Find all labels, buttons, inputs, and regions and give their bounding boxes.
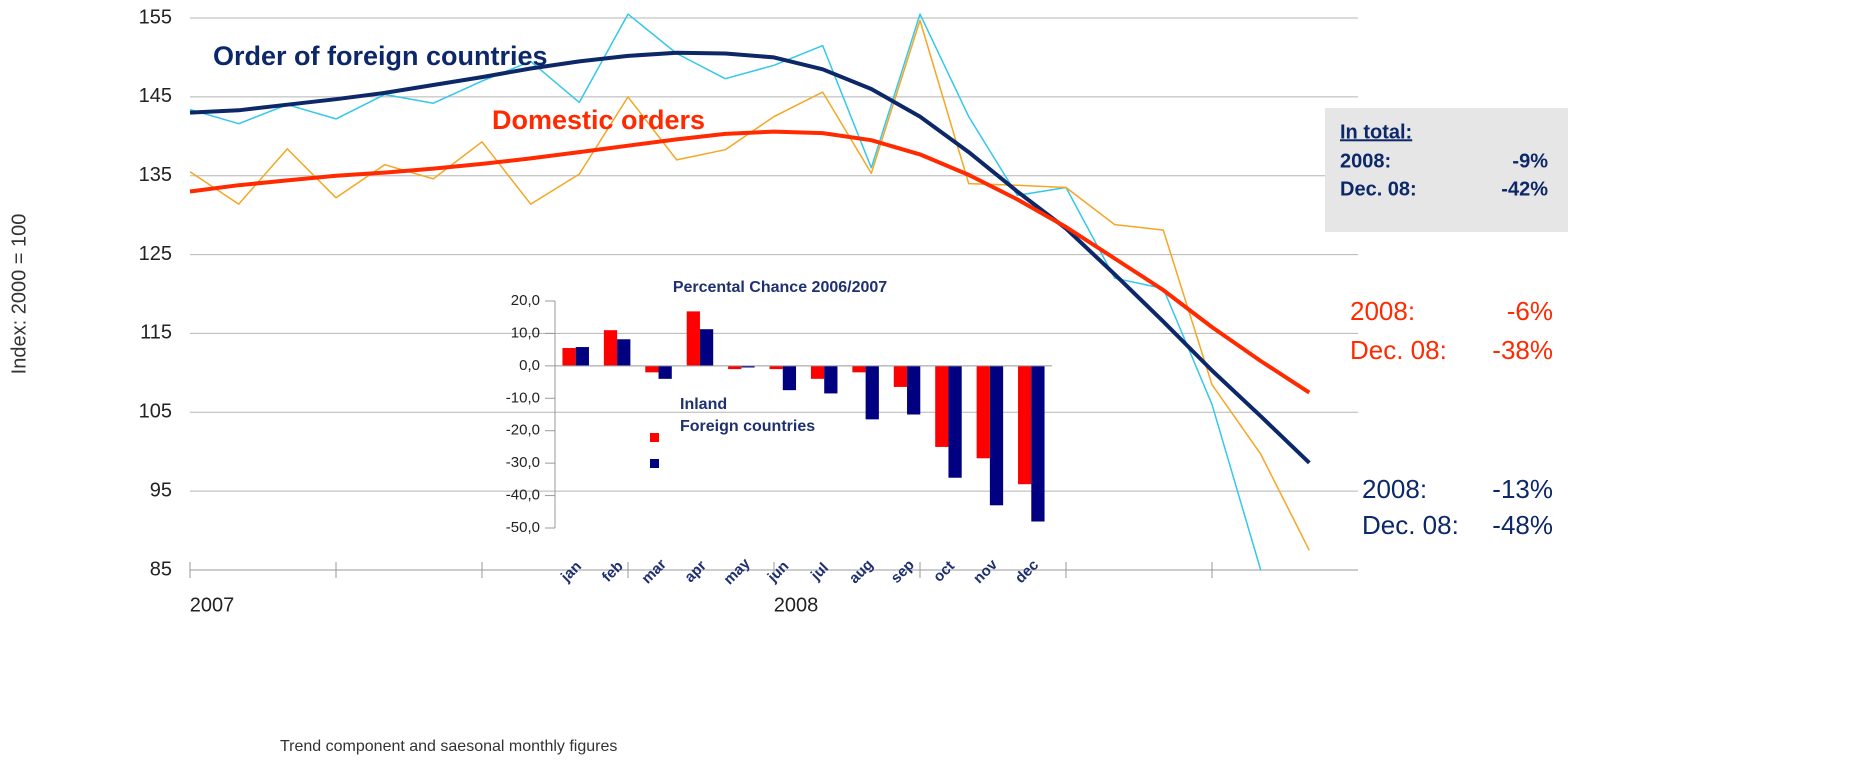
bar xyxy=(948,365,962,478)
bar xyxy=(852,365,866,373)
annotation-label: Dec. 08: xyxy=(1362,510,1459,540)
inset-y-tick-label: -10,0 xyxy=(506,389,540,406)
bar xyxy=(865,365,879,420)
total-box xyxy=(1325,108,1568,232)
legend-label: Foreign countries xyxy=(680,418,815,435)
inset-y-tick-label: -50,0 xyxy=(506,519,540,536)
y-tick-label: 85 xyxy=(150,558,172,580)
bar xyxy=(575,347,589,366)
x-tick-label: 2007 xyxy=(190,594,235,616)
bar xyxy=(810,365,825,379)
bar xyxy=(658,365,672,379)
legend-label: Inland xyxy=(680,396,727,413)
bar xyxy=(741,365,755,368)
bar xyxy=(617,339,631,366)
total-box-label: 2008: xyxy=(1340,150,1391,172)
total-box-value: -9% xyxy=(1512,150,1548,172)
inset-x-tick-label: aug xyxy=(846,556,877,587)
inset-x-tick-label: apr xyxy=(681,557,710,586)
bar xyxy=(769,365,783,370)
note: Trend component and saesonal monthly fig… xyxy=(280,738,617,755)
bar xyxy=(976,365,990,459)
bar xyxy=(645,365,659,373)
annotation-value: -38% xyxy=(1492,335,1553,365)
y-tick-label: 145 xyxy=(139,85,172,107)
bar xyxy=(907,365,921,415)
x-tick-label: 2008 xyxy=(774,594,819,616)
total-box-value: -42% xyxy=(1501,178,1548,200)
bar xyxy=(989,365,1004,506)
bar xyxy=(699,329,714,366)
inset-title: Percental Chance 2006/2007 xyxy=(673,279,887,296)
inset-y-tick-label: 20,0 xyxy=(511,292,540,309)
legend-swatch xyxy=(650,433,659,442)
inset-x-tick-label: sep xyxy=(888,556,918,586)
bar xyxy=(1031,365,1045,522)
y-tick-label: 155 xyxy=(139,6,172,28)
y-axis-label: Index: 2000 = 100 xyxy=(8,214,30,375)
bar xyxy=(782,365,797,391)
bar xyxy=(728,365,742,370)
inset-x-tick-label: may xyxy=(720,555,754,589)
y-tick-label: 95 xyxy=(150,479,172,501)
annotation-label: Dec. 08: xyxy=(1350,335,1447,365)
bar xyxy=(824,365,838,394)
bar xyxy=(1018,365,1032,485)
annotation-value: -13% xyxy=(1492,474,1553,504)
series-label: Order of foreign countries xyxy=(213,41,548,71)
annotation-value: -48% xyxy=(1492,510,1553,540)
inset-x-tick-label: nov xyxy=(970,556,1001,587)
inset-x-tick-label: dec xyxy=(1012,556,1042,586)
annotation-value: -6% xyxy=(1507,296,1553,326)
inset-x-tick-label: jul xyxy=(807,559,832,584)
inset-y-tick-label: -20,0 xyxy=(506,422,540,439)
total-box-label: Dec. 08: xyxy=(1340,178,1417,200)
inset-x-tick-label: jan xyxy=(557,558,585,586)
y-tick-label: 105 xyxy=(139,401,172,423)
series-line xyxy=(189,129,1311,395)
annotation-label: 2008: xyxy=(1350,296,1415,326)
inset-x-tick-label: mar xyxy=(638,556,670,588)
series-label: Domestic orders xyxy=(492,105,705,135)
y-tick-label: 125 xyxy=(139,243,172,265)
inset-y-tick-label: 10,0 xyxy=(511,324,540,341)
inset-y-tick-label: -40,0 xyxy=(506,487,540,504)
legend-swatch xyxy=(650,459,659,468)
plot-area xyxy=(189,13,1311,571)
inset-x-tick-label: oct xyxy=(930,558,958,586)
y-tick-label: 135 xyxy=(139,164,172,186)
bar xyxy=(935,365,949,447)
inset-x-tick-label: jun xyxy=(764,558,793,587)
series-line xyxy=(189,13,1262,571)
inset-y-tick-label: -30,0 xyxy=(506,454,540,471)
bar xyxy=(562,348,576,366)
series-line xyxy=(189,50,1311,465)
annotation-label: 2008: xyxy=(1362,474,1427,504)
bar xyxy=(686,311,700,366)
inset-x-tick-label: feb xyxy=(599,558,627,586)
total-box-title: In total: xyxy=(1340,121,1412,143)
y-tick-label: 115 xyxy=(140,322,172,344)
bar xyxy=(893,365,908,387)
inset-y-tick-label: 0,0 xyxy=(519,357,540,374)
bar xyxy=(603,330,618,366)
